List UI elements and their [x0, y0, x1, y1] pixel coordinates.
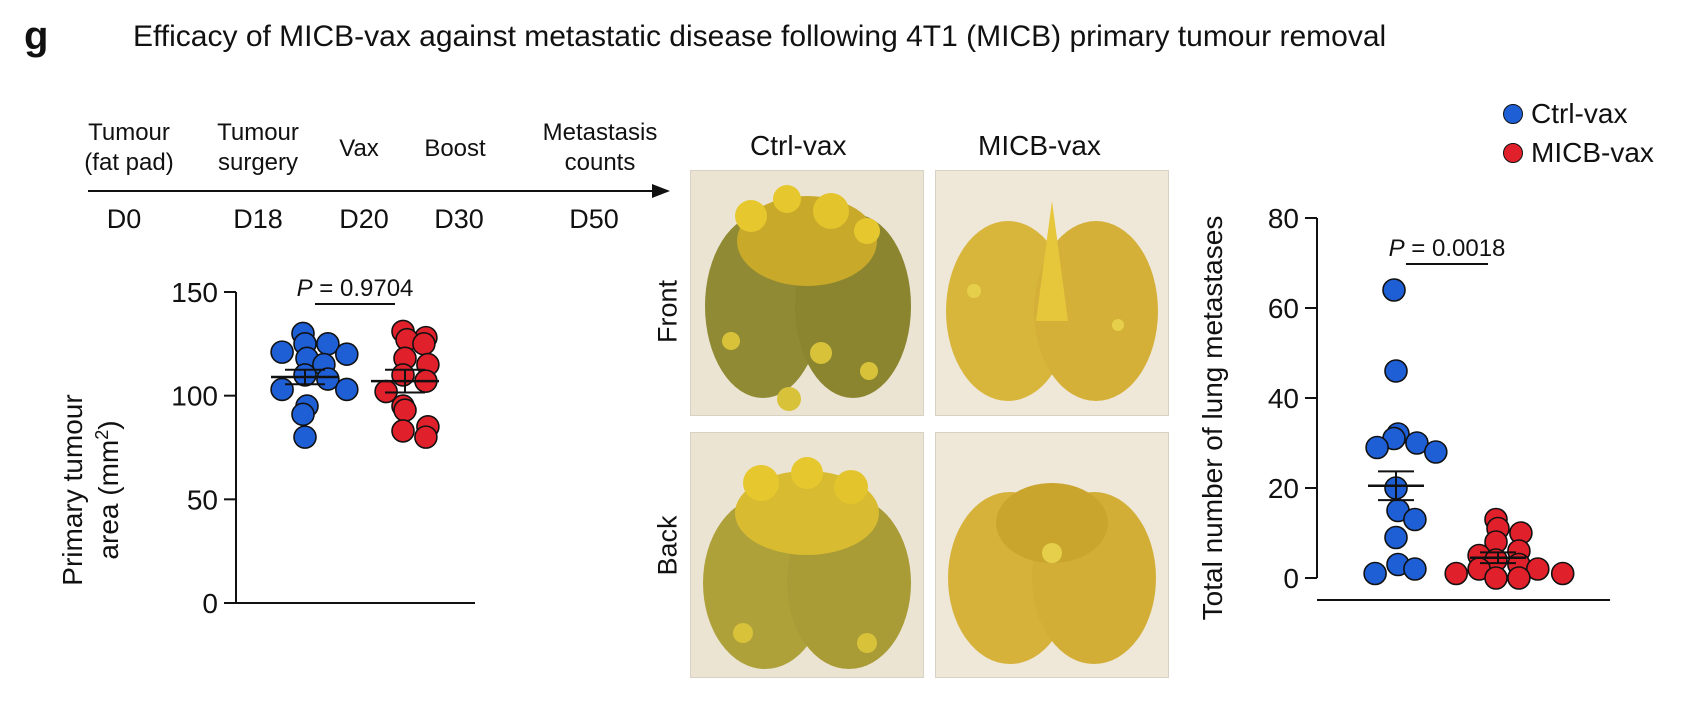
data-point	[1363, 561, 1387, 586]
lung-photo-micb-back	[935, 432, 1169, 678]
y-axis: 0 50 100 150	[171, 277, 475, 619]
data-point	[391, 419, 415, 443]
y-tick-label: 20	[1268, 473, 1299, 504]
data-point	[334, 377, 359, 402]
data-point	[1384, 525, 1408, 550]
timeline-day: D0	[106, 204, 142, 234]
timeline-arrow	[88, 184, 670, 198]
data-points	[270, 319, 440, 449]
data-point	[414, 425, 438, 449]
data-point	[1525, 557, 1550, 581]
timeline-day: D20	[339, 204, 389, 234]
panel-letter: g	[24, 14, 49, 58]
timeline-day: D18	[233, 204, 283, 234]
lung-photo-ctrl-back	[690, 432, 924, 678]
data-point	[391, 363, 415, 387]
data-point	[1403, 557, 1427, 581]
photo-row-label: Back	[652, 515, 683, 576]
data-point	[1550, 561, 1575, 586]
y-axis-label-line1: Primary tumour	[57, 394, 88, 585]
data-point	[1382, 278, 1406, 302]
timeline-event-label: Boost	[424, 135, 486, 162]
p-value-label: P = 0.0018	[1389, 235, 1506, 262]
y-tick-label: 50	[187, 484, 218, 515]
data-point	[412, 332, 436, 356]
legend-marker	[1503, 104, 1523, 124]
data-point	[1444, 561, 1469, 586]
timeline-day: D30	[434, 204, 484, 234]
data-point	[1424, 440, 1448, 464]
y-tick-label: 100	[171, 381, 218, 412]
timeline-event-label: Vax	[339, 135, 379, 162]
photo-row-label: Front	[652, 279, 683, 344]
p-value-label: P = 0.9704	[297, 275, 414, 302]
data-point	[393, 398, 417, 422]
lung-photo-micb-front	[935, 170, 1169, 416]
data-point	[1507, 566, 1531, 590]
data-point	[1384, 359, 1408, 383]
lung-photo-ctrl-front	[690, 170, 924, 416]
timeline-event-label: Tumour (fat pad)	[84, 119, 174, 176]
photo-column-header: MICB-vax	[978, 130, 1101, 161]
y-tick-label: 0	[1283, 563, 1299, 594]
data-point	[1484, 566, 1508, 590]
data-point	[1405, 431, 1429, 455]
data-point	[1365, 435, 1389, 460]
y-tick-label: 80	[1268, 203, 1299, 234]
y-tick-label: 0	[202, 588, 218, 619]
data-point	[270, 377, 294, 402]
figure-title: Efficacy of MICB-vax against metastatic …	[133, 20, 1387, 53]
legend-label: MICB-vax	[1531, 137, 1654, 168]
photo-column-header: Ctrl-vax	[750, 130, 847, 161]
legend-marker	[1503, 143, 1523, 163]
lung-metastases-chart: Total number of lung metastases 0 20 40 60 8…	[1197, 203, 1610, 621]
data-point	[291, 402, 315, 427]
legend-item-micb-vax: MICB-vax	[1503, 137, 1654, 169]
timeline-event-label: Metastasis counts	[542, 119, 658, 176]
data-points	[1363, 278, 1575, 590]
y-tick-label: 60	[1268, 293, 1299, 324]
y-tick-label: 40	[1268, 383, 1299, 414]
data-point	[270, 340, 294, 364]
legend-item-ctrl-vax: Ctrl-vax	[1503, 98, 1627, 130]
data-point	[293, 425, 317, 449]
y-axis: 0 20 40 60 80	[1268, 203, 1610, 601]
timeline-event-label: Tumour surgery	[217, 119, 299, 176]
data-point	[1403, 507, 1427, 532]
timeline-day: D50	[569, 204, 619, 234]
primary-tumour-area-chart: Primary tumour area (mm2) 0 50 100 150 P = …	[57, 275, 475, 619]
y-axis-label-line2: area (mm2)	[92, 420, 124, 559]
data-point	[334, 342, 359, 366]
y-tick-label: 150	[171, 277, 218, 308]
y-axis-label: Total number of lung metastases	[1197, 216, 1228, 621]
legend-label: Ctrl-vax	[1531, 98, 1628, 129]
